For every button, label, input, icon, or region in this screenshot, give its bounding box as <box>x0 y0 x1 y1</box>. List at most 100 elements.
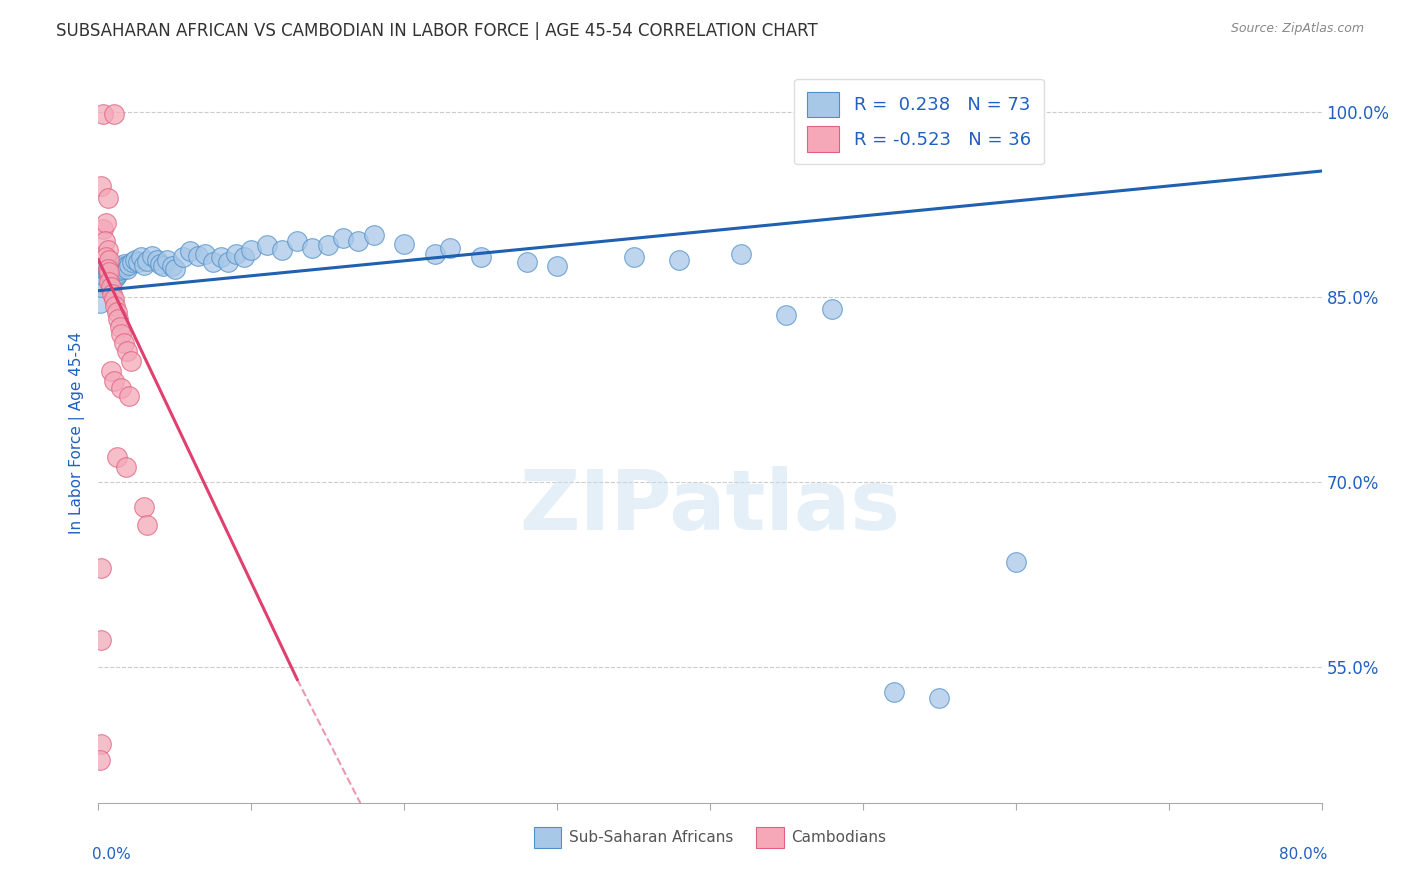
Point <box>103 374 125 388</box>
Point <box>112 335 135 350</box>
Point <box>98 265 121 279</box>
Point <box>363 228 385 243</box>
Point <box>98 252 121 267</box>
Point <box>120 354 142 368</box>
Point <box>100 267 122 281</box>
Point <box>91 268 114 282</box>
Point <box>103 268 125 283</box>
Point <box>103 293 125 307</box>
Point <box>347 235 370 249</box>
Point <box>90 280 112 294</box>
Point <box>270 243 292 257</box>
Point <box>91 222 114 236</box>
Point <box>775 309 797 323</box>
Point <box>93 235 115 249</box>
Point <box>423 246 446 260</box>
Point <box>93 262 115 277</box>
Point <box>107 312 129 326</box>
Point <box>129 251 152 265</box>
Point <box>117 261 139 276</box>
Point <box>112 256 135 270</box>
Text: Source: ZipAtlas.com: Source: ZipAtlas.com <box>1230 22 1364 36</box>
Point <box>623 251 645 265</box>
Point <box>103 265 125 279</box>
Point <box>97 261 120 276</box>
Point <box>90 561 112 575</box>
Point <box>94 216 117 230</box>
Point <box>108 319 131 334</box>
Point <box>439 240 461 255</box>
Point <box>152 259 174 273</box>
Point <box>105 264 128 278</box>
Point <box>91 275 114 289</box>
Point <box>115 259 138 273</box>
Point <box>117 344 139 359</box>
Point <box>301 240 323 255</box>
Point <box>194 246 217 260</box>
Point <box>94 260 117 275</box>
Text: SUBSAHARAN AFRICAN VS CAMBODIAN IN LABOR FORCE | AGE 45-54 CORRELATION CHART: SUBSAHARAN AFRICAN VS CAMBODIAN IN LABOR… <box>56 22 818 40</box>
Point <box>89 296 111 310</box>
Text: 80.0%: 80.0% <box>1279 847 1327 863</box>
Point <box>240 243 263 257</box>
Point <box>110 381 132 395</box>
Point <box>516 255 538 269</box>
Point <box>104 299 127 313</box>
Point <box>134 500 156 514</box>
Point <box>127 255 149 269</box>
Point <box>107 267 129 281</box>
Point <box>105 450 128 465</box>
Point <box>105 268 128 282</box>
Point <box>225 246 247 260</box>
Point <box>392 236 416 251</box>
Point <box>121 255 143 269</box>
Point <box>90 178 112 193</box>
Point <box>316 238 339 252</box>
Point <box>97 265 120 279</box>
Point <box>209 251 232 265</box>
Point <box>115 460 138 475</box>
Point <box>98 268 121 282</box>
Point <box>90 632 112 647</box>
Point <box>105 304 128 318</box>
Point <box>134 258 156 272</box>
Point <box>90 737 112 751</box>
Point <box>163 261 186 276</box>
Point <box>101 271 124 285</box>
Point <box>100 364 122 378</box>
Point <box>217 255 239 269</box>
Point <box>136 254 159 268</box>
Point <box>97 243 120 257</box>
Point <box>100 280 122 294</box>
Point <box>111 261 134 276</box>
Y-axis label: In Labor Force | Age 45-54: In Labor Force | Age 45-54 <box>69 332 84 533</box>
Point <box>160 259 183 273</box>
Point <box>202 255 225 269</box>
Point <box>103 107 125 121</box>
Point <box>156 252 179 267</box>
Point <box>98 275 121 289</box>
Point <box>136 518 159 533</box>
Point <box>91 107 114 121</box>
Point <box>100 261 122 276</box>
Point <box>104 271 127 285</box>
Point <box>821 302 844 317</box>
Point <box>883 685 905 699</box>
Legend: Sub-Saharan Africans, Cambodians: Sub-Saharan Africans, Cambodians <box>527 821 893 855</box>
Point <box>172 251 194 265</box>
Point <box>1004 555 1026 569</box>
Point <box>97 261 120 276</box>
Point <box>145 252 167 267</box>
Point <box>98 264 121 278</box>
Point <box>108 262 131 277</box>
Point <box>546 259 568 273</box>
Point <box>101 287 124 301</box>
Point <box>470 251 492 265</box>
Point <box>94 251 117 265</box>
Point <box>110 326 132 341</box>
Text: ZIPatlas: ZIPatlas <box>520 467 900 547</box>
Point <box>332 230 354 244</box>
Point <box>94 258 117 272</box>
Point <box>179 244 201 259</box>
Point <box>141 249 163 263</box>
